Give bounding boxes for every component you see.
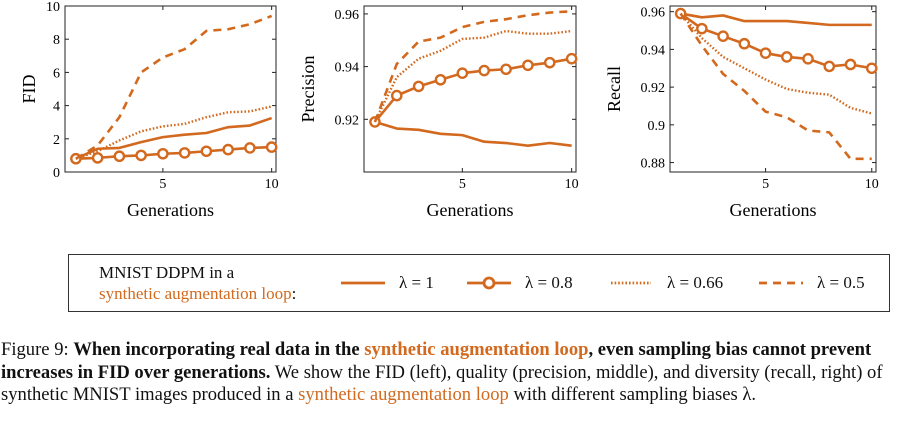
- y-tick-label: 2: [53, 133, 60, 148]
- y-tick-label: 10: [46, 0, 60, 15]
- legend-title: MNIST DDPM in a synthetic augmentation l…: [99, 262, 296, 304]
- series-point: [844, 58, 857, 71]
- y-tick-label: 0.92: [641, 81, 666, 96]
- series-point: [390, 89, 403, 102]
- y-axis-label: FID: [19, 74, 39, 103]
- plot-frame: [669, 5, 877, 173]
- series-point: [178, 147, 191, 159]
- series-line-solid: [374, 120, 572, 147]
- caption-text-1: We show the FID (left), quality (precisi…: [1, 361, 883, 406]
- y-tick-label: 0.94: [335, 61, 360, 76]
- series-point: [738, 37, 751, 50]
- series-point: [222, 143, 234, 156]
- x-tick-label: 5: [762, 177, 769, 192]
- y-tick-label: 0.94: [641, 43, 666, 58]
- series-point: [522, 59, 534, 72]
- y-tick-label: 4: [53, 100, 60, 115]
- legend-item-lambda-0-8: λ = 0.8: [467, 273, 573, 293]
- x-tick-label: 10: [865, 177, 879, 192]
- x-tick-label: 5: [459, 177, 466, 192]
- y-tick-label: 0: [53, 166, 60, 181]
- series-line-marker: [373, 57, 572, 123]
- series-point: [157, 147, 169, 160]
- series-point: [200, 145, 213, 158]
- series-point: [244, 142, 256, 154]
- y-tick-label: 0.92: [335, 113, 360, 128]
- series-line-dashed: [75, 14, 273, 160]
- caption-highlight-1: synthetic augmentation loop: [364, 339, 589, 360]
- x-tick-label: 10: [265, 177, 279, 192]
- series-line-marker: [679, 12, 872, 70]
- series-point: [91, 152, 104, 164]
- series-point: [865, 62, 878, 75]
- series-line-dotted: [373, 29, 572, 123]
- legend-swatch-dotted: [611, 281, 651, 285]
- series-line-dotted: [679, 12, 873, 115]
- series-line-solid: [75, 116, 273, 160]
- caption-bold-1: When incorporating real data in the: [73, 339, 365, 360]
- charts-area: 0 2 4 6 8 10 5 10 Generations FID 0.92 0.94 0.96 5 10 G…: [19, 0, 879, 220]
- x-axis-label: Generations: [427, 200, 514, 220]
- series-point: [265, 141, 278, 153]
- plot-frame: [363, 5, 577, 173]
- series-line-solid: [680, 12, 872, 27]
- y-axis-label: Recall: [604, 66, 624, 112]
- series-point: [696, 22, 708, 35]
- series-point: [135, 149, 147, 162]
- y-tick-label: 6: [53, 66, 60, 81]
- chart-panel-precision: 0.92 0.94 0.96 5 10 Generations Precision: [298, 5, 579, 220]
- caption-prefix: Figure 9:: [1, 339, 74, 360]
- series-point: [759, 47, 772, 59]
- legend-label-lambda-0-5: λ = 0.5: [817, 273, 865, 292]
- legend-label-lambda-0-66: λ = 0.66: [667, 273, 724, 292]
- series-point: [823, 60, 836, 73]
- x-tick-label: 10: [565, 177, 579, 192]
- legend-item-lambda-1: λ = 1: [341, 273, 434, 293]
- series-line-dashed: [679, 12, 872, 161]
- series-point: [717, 30, 729, 42]
- series-line-marker: [75, 145, 272, 161]
- y-tick-label: 8: [53, 33, 60, 48]
- legend-swatch-dashed: [759, 281, 803, 285]
- series-line-dotted: [75, 105, 272, 160]
- figure-caption: Figure 9: When incorporating real data i…: [1, 339, 907, 407]
- legend-label-lambda-1: λ = 1: [399, 273, 434, 292]
- legend: MNIST DDPM in a synthetic augmentation l…: [68, 254, 890, 312]
- chart-panel-fid: 0 2 4 6 8 10 5 10 Generations FID: [19, 0, 279, 220]
- series-point: [543, 56, 556, 69]
- y-tick-label: 0.96: [641, 6, 666, 21]
- chart-panel-recall: 0.88 0.9 0.92 0.94 0.96 5 10 Generations Recall: [604, 5, 879, 220]
- series-point: [113, 150, 126, 163]
- series-point: [478, 64, 491, 77]
- series-point: [412, 80, 425, 93]
- plot-frame: [64, 5, 277, 173]
- caption-highlight-2: synthetic augmentation loop: [298, 384, 509, 405]
- legend-title-line1: MNIST DDPM in a: [99, 263, 235, 282]
- y-tick-label: 0.96: [335, 8, 360, 23]
- legend-item-lambda-0-66: λ = 0.66: [609, 273, 723, 293]
- legend-swatch-marker: [467, 276, 511, 290]
- series-point: [802, 53, 814, 65]
- series-point: [434, 73, 447, 86]
- series-point: [565, 52, 578, 65]
- y-tick-label: 0.9: [648, 119, 666, 134]
- series-point: [456, 67, 469, 79]
- x-axis-label: Generations: [127, 200, 214, 220]
- legend-title-line2: synthetic augmentation loop: [99, 284, 292, 303]
- series-point: [781, 51, 793, 63]
- legend-swatch-solid: [341, 281, 385, 285]
- y-tick-label: 0.88: [641, 157, 666, 172]
- series-point: [500, 63, 512, 76]
- legend-item-lambda-0-5: λ = 0.5: [759, 273, 865, 293]
- y-axis-label: Precision: [298, 56, 318, 123]
- series-line-dashed: [373, 9, 572, 123]
- legend-title-colon: :: [291, 284, 297, 303]
- legend-label-lambda-0-8: λ = 0.8: [525, 273, 573, 292]
- caption-text-2: with different sampling biases λ.: [508, 384, 757, 405]
- x-axis-label: Generations: [730, 200, 817, 220]
- x-tick-label: 5: [159, 177, 166, 192]
- caption-bold-2: , even sampling bias cannot prevent incr…: [1, 339, 872, 383]
